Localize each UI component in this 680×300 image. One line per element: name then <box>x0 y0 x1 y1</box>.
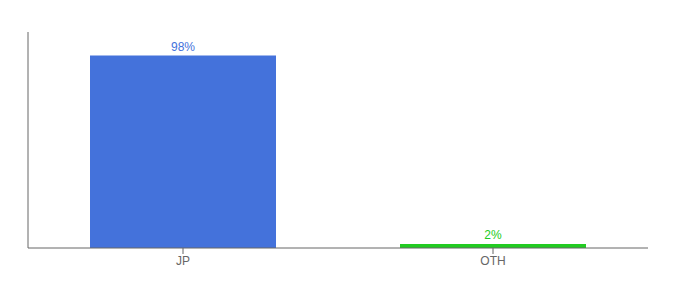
svg-text:2%: 2% <box>484 228 502 242</box>
svg-text:JP: JP <box>176 254 190 268</box>
svg-text:98%: 98% <box>171 40 195 54</box>
svg-text:OTH: OTH <box>480 254 505 268</box>
